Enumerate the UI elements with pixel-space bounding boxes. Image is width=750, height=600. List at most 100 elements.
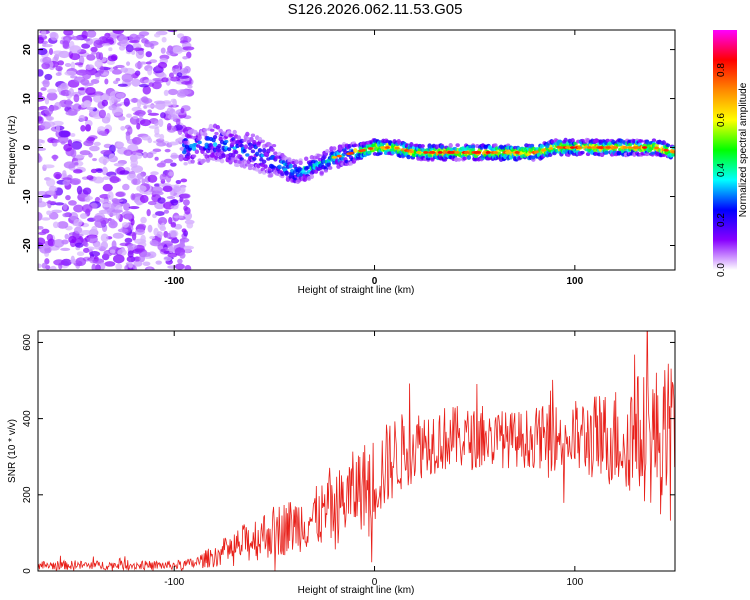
spectrogram-cell bbox=[138, 83, 150, 88]
spectrogram-cell bbox=[157, 197, 166, 204]
spectrogram-cell bbox=[179, 240, 185, 249]
spectrogram-cell bbox=[98, 130, 108, 136]
spectrogram-cell bbox=[120, 67, 129, 73]
spectrogram-cell bbox=[109, 249, 116, 254]
spectrogram-cell bbox=[136, 122, 141, 130]
spectrogram-cell bbox=[197, 135, 202, 141]
spectrogram-cell bbox=[548, 147, 554, 150]
spectrogram-cell bbox=[53, 171, 62, 179]
spectrogram-cell bbox=[68, 235, 77, 244]
spectrogram-cell bbox=[142, 261, 151, 267]
spectrogram-cell bbox=[145, 51, 152, 58]
spectrogram-cell bbox=[156, 141, 167, 147]
spectrogram-cell bbox=[168, 245, 174, 254]
spectrogram-cell bbox=[136, 185, 147, 192]
spectrogram-cell bbox=[73, 169, 83, 174]
spectrogram-cell bbox=[120, 125, 126, 131]
spectrogram-cell bbox=[142, 98, 153, 104]
spectrogram-cell bbox=[38, 143, 42, 147]
spectrogram-cell bbox=[157, 61, 168, 69]
y-tick-label: 0 bbox=[22, 568, 33, 574]
colorbar-tick-label: 0.2 bbox=[716, 213, 727, 227]
spectrogram-cell bbox=[131, 178, 141, 186]
spectrogram-cell bbox=[161, 77, 169, 83]
spectrogram-cell bbox=[86, 136, 96, 142]
spectrogram-cell bbox=[71, 140, 83, 150]
spectrogram-cell bbox=[182, 199, 190, 206]
spectrogram-cell bbox=[55, 65, 63, 72]
spectrogram-cell bbox=[64, 233, 70, 240]
spectrogram-cell bbox=[38, 147, 47, 151]
spectrogram-cell bbox=[108, 105, 117, 111]
spectrogram-cell bbox=[108, 153, 116, 162]
spectrogram-cell bbox=[663, 148, 669, 152]
spectrogram-cell bbox=[38, 231, 47, 236]
spectrogram-cell bbox=[263, 164, 268, 169]
spectrogram-cell bbox=[55, 72, 62, 77]
spectrogram-cell bbox=[180, 186, 186, 193]
spectrogram-cell bbox=[219, 158, 225, 164]
spectrogram-cell bbox=[140, 251, 151, 258]
spectrogram-cell bbox=[118, 45, 126, 51]
spectrogram-cell bbox=[84, 197, 91, 202]
spectrogram-cell bbox=[62, 213, 69, 218]
spectrogram-cell bbox=[183, 162, 188, 166]
spectrogram-cell bbox=[147, 267, 153, 270]
spectrogram-cell bbox=[76, 251, 85, 257]
spectrogram-cell bbox=[73, 204, 84, 213]
spectrogram-cell bbox=[492, 151, 499, 154]
spectrogram-cell bbox=[226, 147, 232, 152]
spectrogram-cell bbox=[85, 65, 93, 70]
spectrogram-cell bbox=[186, 152, 191, 157]
y-tick-label: -20 bbox=[22, 238, 33, 253]
spectrogram-cell bbox=[124, 213, 133, 220]
spectrogram-cell bbox=[147, 109, 152, 114]
spectrogram-cell bbox=[60, 89, 71, 97]
spectrogram-cell bbox=[160, 112, 166, 119]
spectrogram-cell bbox=[112, 232, 124, 239]
spectrogram-cell bbox=[162, 185, 173, 193]
spectrogram-cell bbox=[98, 199, 110, 203]
spectrogram-cell bbox=[38, 69, 44, 77]
spectrogram-cell bbox=[182, 56, 189, 60]
spectrogram-cell bbox=[430, 151, 436, 154]
spectrogram-cell bbox=[231, 152, 236, 158]
spectrogram-cell bbox=[194, 149, 200, 155]
spectrogram-cell bbox=[70, 133, 76, 138]
spectrogram-cell bbox=[115, 191, 125, 197]
spectrogram-cell bbox=[135, 50, 145, 59]
spectrogram-cell bbox=[74, 62, 84, 66]
colorbar-ticks: 0.0 0.2 0.4 0.6 0.8 bbox=[716, 63, 727, 277]
spectrogram-cell bbox=[415, 151, 422, 154]
spectrogram-cell bbox=[157, 217, 168, 226]
spectrogram-cell bbox=[247, 166, 253, 171]
spectrogram-cell bbox=[212, 134, 218, 140]
spectrogram-cell bbox=[115, 77, 121, 82]
spectrogram-cell bbox=[155, 260, 162, 265]
spectrogram-cell bbox=[75, 257, 87, 266]
spectrogram-cell bbox=[38, 225, 44, 230]
snr-y-label: SNR (10 * v/v) bbox=[7, 419, 18, 483]
spectrogram-cell bbox=[81, 30, 89, 39]
spectrogram-cell bbox=[161, 36, 167, 43]
spectrogram-cell bbox=[153, 100, 166, 105]
snr-x-label: Height of straight line (km) bbox=[298, 585, 415, 596]
spectrogram-cell bbox=[38, 190, 48, 196]
spectrogram-cell bbox=[163, 209, 170, 214]
spectrogram-cell bbox=[44, 121, 56, 128]
spectrogram-cell bbox=[250, 149, 256, 154]
spectrogram-cell bbox=[384, 146, 390, 149]
spectrogram-cell bbox=[84, 242, 89, 248]
spectrogram-cell bbox=[170, 205, 179, 210]
spectrogram-cell bbox=[176, 72, 183, 77]
spectrogram-cell bbox=[147, 224, 153, 233]
spectrogram-cell bbox=[142, 151, 148, 159]
spectrogram-cell bbox=[218, 128, 223, 133]
spectrogram-cell bbox=[130, 98, 139, 103]
spectrogram-cell bbox=[80, 229, 92, 235]
spectrogram-cell bbox=[239, 157, 244, 161]
spectrogram-cell bbox=[100, 209, 108, 214]
spectrogram-cell bbox=[100, 149, 112, 155]
spectrogram-cell bbox=[140, 216, 147, 224]
spectrogram-cell bbox=[92, 176, 105, 184]
